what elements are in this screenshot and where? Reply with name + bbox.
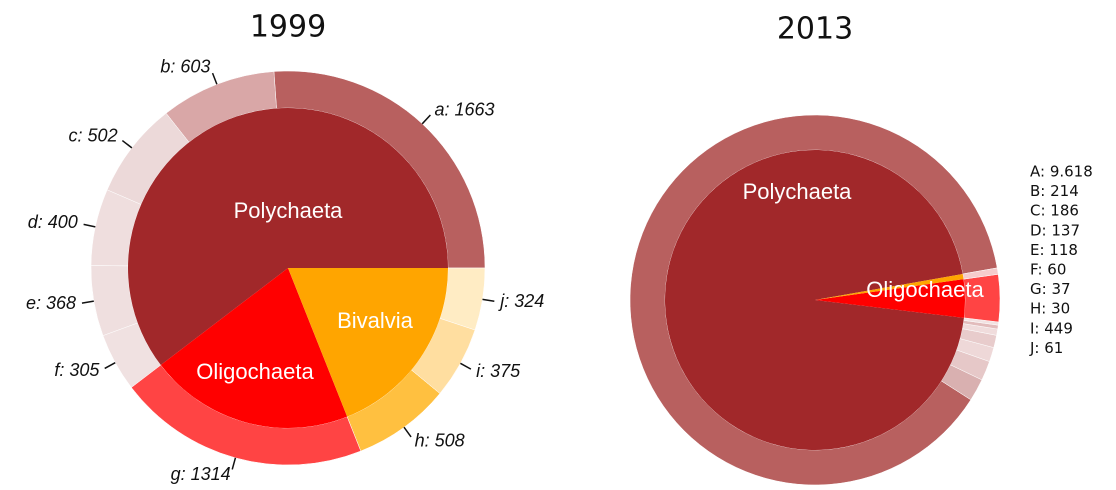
outer-ring xyxy=(90,70,486,466)
legend-label: B: 214 xyxy=(1030,182,1079,200)
leader-line xyxy=(121,139,133,149)
segment-label: j: 324 xyxy=(497,291,544,311)
legend-label: C: 186 xyxy=(1030,202,1079,220)
leader-line xyxy=(403,426,412,438)
leader-line xyxy=(482,298,495,303)
leader-line xyxy=(231,457,237,470)
inner-segment xyxy=(288,268,448,417)
legend-label: G: 37 xyxy=(1030,280,1071,298)
inner-segment xyxy=(127,108,448,366)
inner-ring xyxy=(127,108,448,428)
leader-line xyxy=(83,223,96,228)
leader-line xyxy=(104,361,116,370)
inner-segment xyxy=(815,273,964,300)
inner-segment xyxy=(160,268,348,428)
segment-label: e: 368 xyxy=(26,293,76,313)
legend-label: E: 118 xyxy=(1030,241,1078,259)
legend-label: J: 61 xyxy=(1029,339,1063,357)
legend-label: A: 9.618 xyxy=(1030,163,1093,181)
legend-label: F: 60 xyxy=(1030,261,1066,279)
segment-label: c: 502 xyxy=(69,126,118,146)
segment-label: g: 1314 xyxy=(171,464,231,484)
leader-line xyxy=(460,362,472,370)
group-label: Oligochaeta xyxy=(866,277,984,302)
segment-label: b: 603 xyxy=(160,56,210,76)
segment-label: d: 400 xyxy=(28,212,78,232)
chart-title: 2013 xyxy=(777,12,853,47)
legend-label: D: 137 xyxy=(1030,221,1080,239)
inner-ring xyxy=(665,149,965,450)
group-label: Polychaeta xyxy=(234,198,344,223)
inner-segment xyxy=(665,149,964,450)
outer-ring xyxy=(629,114,1001,486)
group-label: Oligochaeta xyxy=(196,359,314,384)
leader-line xyxy=(81,300,94,304)
segment-label: h: 508 xyxy=(415,431,465,451)
segment-label: f: 305 xyxy=(54,360,100,380)
legend-label: I: 449 xyxy=(1030,319,1073,337)
segment-label: i: 375 xyxy=(476,361,521,381)
leader-line xyxy=(211,72,218,85)
labels: a: 1663 b: 603 c: 502 d: 400 e: 368 f: 305 Pol… xyxy=(26,56,544,484)
group-label: Polychaeta xyxy=(743,179,853,204)
leader-line xyxy=(421,114,431,125)
segment-label: a: 1663 xyxy=(434,99,494,119)
group-label: Bivalvia xyxy=(337,308,414,333)
chart-title: 1999 xyxy=(250,10,326,45)
legend-label: H: 30 xyxy=(1030,300,1070,318)
inner-segment xyxy=(815,279,965,318)
